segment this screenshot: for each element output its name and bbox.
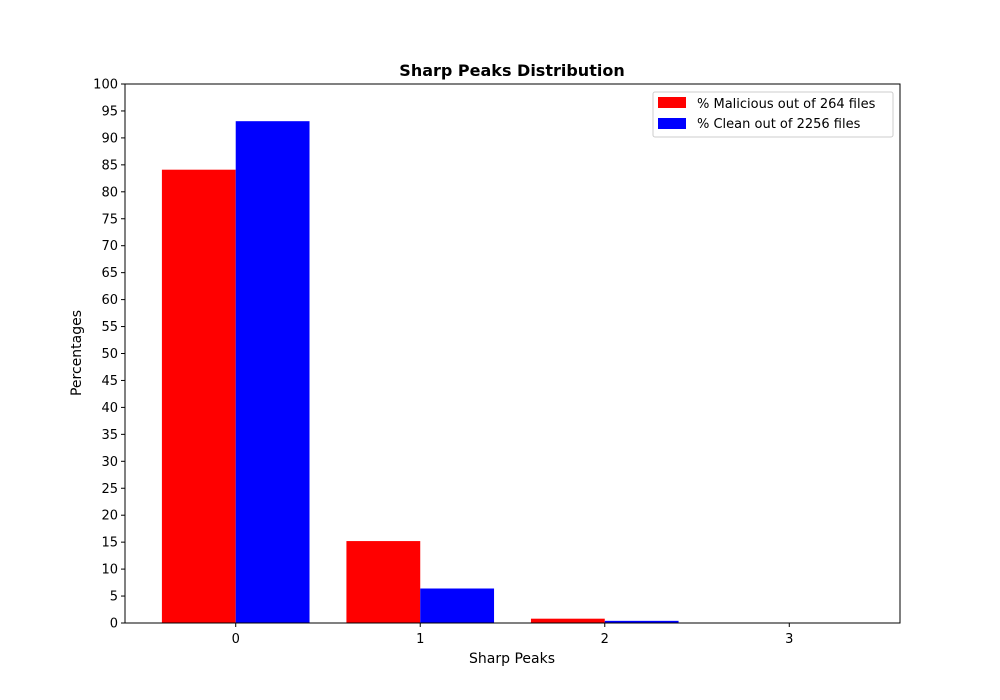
bar-series-0-category-2 [530,618,605,623]
y-tick-label: 100 [93,78,118,93]
y-tick-label: 15 [101,536,118,551]
y-tick-label: 35 [101,428,118,443]
legend-label-malicious: % Malicious out of 264 files [697,97,876,112]
bar-series-1-category-2 [604,620,679,623]
y-tick-label: 95 [101,104,118,119]
y-tick-label: 20 [101,509,118,524]
y-axis-label: Percentages [69,310,85,396]
y-tick-label: 10 [101,563,118,578]
x-tick-label: 3 [785,632,793,647]
x-axis-label: Sharp Peaks [469,651,555,667]
x-tick-label: 1 [416,632,424,647]
y-tick-label: 75 [101,212,118,227]
x-axis-ticks: 0 1 2 3 [232,623,793,647]
x-tick-label: 0 [232,632,240,647]
bar-series-0-category-1 [346,541,421,623]
legend-box [652,91,894,138]
bar-series-0-category-0 [161,169,236,624]
y-tick-label: 90 [101,131,118,146]
chart-title: Sharp Peaks Distribution [399,61,624,80]
y-tick-label: 40 [101,401,118,416]
plot-frame [124,83,901,624]
legend-swatch-malicious [658,97,686,108]
y-tick-label: 50 [101,347,118,362]
x-tick-label: 2 [601,632,609,647]
bar-series-1-category-1 [420,588,495,623]
legend: % Malicious out of 264 files % Clean out… [652,91,894,138]
y-tick-label: 55 [101,320,118,335]
y-tick-label: 85 [101,158,118,173]
y-tick-label: 45 [101,374,118,389]
y-tick-label: 70 [101,239,118,254]
y-axis-ticks: 0 5 10 15 20 25 30 35 40 45 50 55 60 65 70 75 80 85 90 95 10… [93,78,125,632]
y-tick-label: 30 [101,455,118,470]
y-tick-label: 80 [101,185,118,200]
y-tick-label: 25 [101,482,118,497]
legend-swatch-clean [658,118,686,129]
y-tick-label: 0 [110,617,118,632]
legend-label-clean: % Clean out of 2256 files [697,117,861,132]
y-tick-label: 65 [101,266,118,281]
bars-group [161,121,679,624]
y-tick-label: 5 [110,590,118,605]
y-tick-label: 60 [101,293,118,308]
bar-series-1-category-0 [235,121,310,623]
